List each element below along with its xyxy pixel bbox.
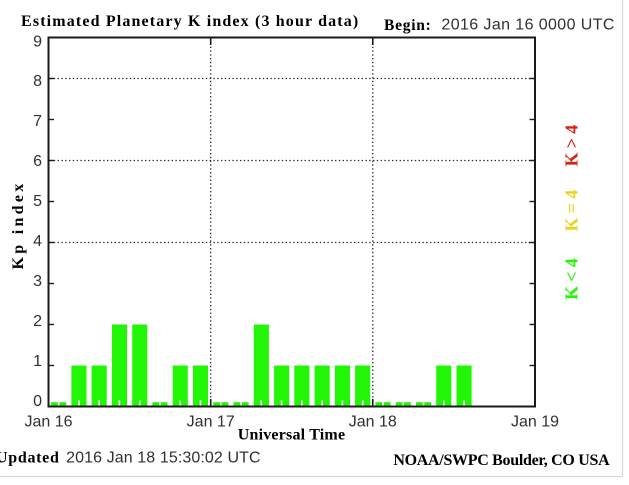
svg-text:7: 7 [33,113,42,130]
svg-text:Estimated Planetary K index (3: Estimated Planetary K index (3 hour data… [21,13,359,30]
svg-text:8: 8 [33,73,42,90]
svg-text:2016 Jan 18 15:30:02 UTC: 2016 Jan 18 15:30:02 UTC [66,449,261,466]
svg-text:Jan 16: Jan 16 [24,414,72,431]
svg-text:NOAA/SWPC Boulder, CO USA: NOAA/SWPC Boulder, CO USA [393,452,610,469]
svg-text:K<4: K<4 [562,254,582,300]
svg-text:6: 6 [33,153,42,170]
svg-text:Jan 18: Jan 18 [349,414,397,431]
svg-text:K=4: K=4 [562,186,582,232]
svg-text:3: 3 [33,273,42,290]
svg-text:K>4: K>4 [562,121,582,167]
svg-text:9: 9 [33,33,42,50]
svg-text:5: 5 [33,193,42,210]
svg-text:2: 2 [33,313,42,330]
svg-text:Universal Time: Universal Time [238,427,346,444]
svg-text:Begin:: Begin: [384,17,432,34]
svg-text:1: 1 [33,353,42,370]
svg-text:Updated: Updated [0,449,60,466]
svg-text:Jan 19: Jan 19 [511,414,559,431]
svg-text:Kp index: Kp index [10,180,27,269]
svg-text:0: 0 [33,393,42,410]
svg-text:2016 Jan 16 0000 UTC: 2016 Jan 16 0000 UTC [441,17,614,34]
svg-text:4: 4 [33,233,42,250]
svg-text:Jan 17: Jan 17 [187,414,235,431]
